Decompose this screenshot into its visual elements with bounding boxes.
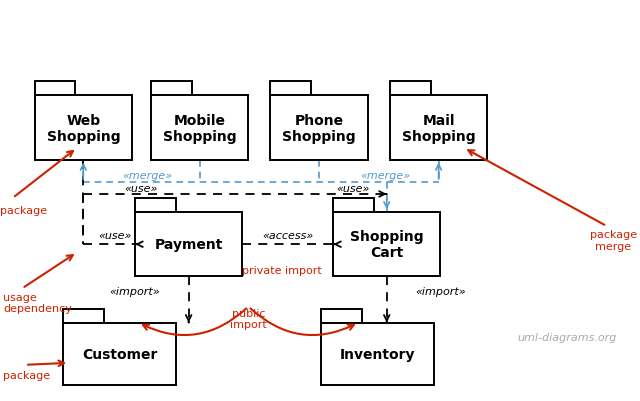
Bar bbox=[333, 198, 374, 213]
Text: package
merge: package merge bbox=[589, 230, 637, 251]
Text: private import: private import bbox=[241, 266, 321, 275]
Bar bbox=[321, 309, 362, 323]
Text: Mobile
Shopping: Mobile Shopping bbox=[163, 113, 236, 144]
Text: uml-diagrams.org: uml-diagrams.org bbox=[517, 332, 616, 342]
Text: package: package bbox=[3, 370, 51, 380]
Text: «use»: «use» bbox=[125, 183, 158, 193]
Bar bbox=[135, 213, 242, 277]
Text: Customer: Customer bbox=[82, 347, 157, 361]
Bar bbox=[63, 309, 104, 323]
Text: «merge»: «merge» bbox=[123, 170, 173, 180]
Text: «use»: «use» bbox=[336, 183, 370, 193]
Text: Phone
Shopping: Phone Shopping bbox=[282, 113, 356, 144]
Text: usage
dependency: usage dependency bbox=[3, 292, 72, 314]
Text: Payment: Payment bbox=[154, 238, 223, 251]
Bar bbox=[271, 82, 311, 96]
Bar bbox=[35, 96, 132, 160]
Text: «import»: «import» bbox=[109, 287, 161, 297]
Bar bbox=[321, 323, 434, 385]
Bar bbox=[35, 82, 76, 96]
Bar bbox=[333, 213, 440, 277]
Text: public
import: public import bbox=[230, 308, 267, 330]
Text: «merge»: «merge» bbox=[360, 170, 410, 180]
Text: «import»: «import» bbox=[415, 287, 466, 297]
Bar bbox=[390, 82, 431, 96]
Text: Web
Shopping: Web Shopping bbox=[47, 113, 120, 144]
Text: package: package bbox=[0, 206, 47, 215]
Bar bbox=[271, 96, 368, 160]
Bar bbox=[151, 96, 248, 160]
Bar bbox=[151, 82, 192, 96]
Text: Shopping
Cart: Shopping Cart bbox=[350, 229, 424, 260]
Text: Mail
Shopping: Mail Shopping bbox=[402, 113, 476, 144]
Text: «access»: «access» bbox=[262, 231, 314, 241]
Bar bbox=[63, 323, 176, 385]
Bar bbox=[390, 96, 487, 160]
Bar bbox=[135, 198, 176, 213]
Text: Inventory: Inventory bbox=[340, 347, 415, 361]
Text: «use»: «use» bbox=[98, 231, 131, 241]
